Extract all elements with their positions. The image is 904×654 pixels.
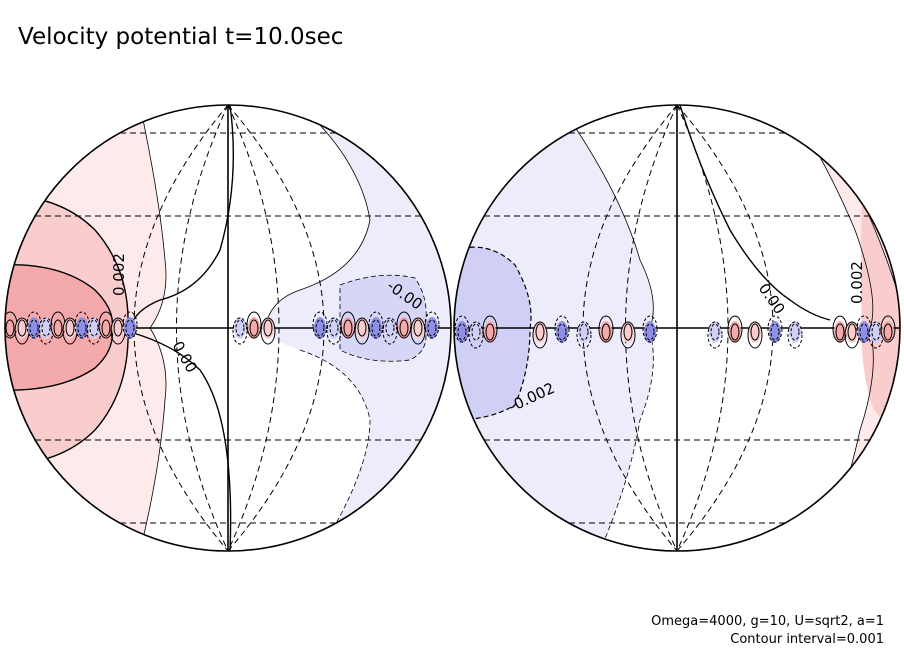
equatorial-eddy-contour xyxy=(598,315,614,343)
equatorial-eddy-contour xyxy=(246,311,262,339)
chart-title: Velocity potential t=10.0sec xyxy=(18,24,344,50)
equatorial-eddy-contour xyxy=(457,323,467,341)
equatorial-eddy-contour xyxy=(53,319,63,337)
equatorial-eddy-contour xyxy=(727,315,743,343)
equatorial-eddy-contour xyxy=(427,319,437,337)
equatorial-eddy-contour xyxy=(41,319,51,337)
equatorial-eddy-contour xyxy=(576,321,592,349)
equatorial-eddy-contour xyxy=(249,319,259,337)
equatorial-eddy-contour xyxy=(413,319,423,337)
equatorial-eddy-contour xyxy=(767,315,783,343)
equatorial-eddy-contour xyxy=(730,323,740,341)
equatorial-eddy-contour xyxy=(642,315,658,343)
equatorial-eddy-contour xyxy=(371,319,381,337)
equatorial-eddy-contour xyxy=(89,319,99,337)
contour-interval: Contour interval=0.001 xyxy=(730,632,884,647)
equatorial-eddy-contour xyxy=(535,323,545,341)
equatorial-eddy-contour xyxy=(329,319,339,337)
equatorial-eddy-contour xyxy=(750,323,760,341)
equatorial-eddy-contour xyxy=(557,323,567,341)
equatorial-eddy-contour xyxy=(17,319,27,337)
equatorial-eddy-contour xyxy=(122,311,138,339)
equatorial-eddy-contour xyxy=(859,323,869,341)
equatorial-eddy-contour xyxy=(312,311,328,339)
equatorial-eddy-contour xyxy=(232,317,248,345)
equatorial-eddy-contour xyxy=(235,319,245,337)
right-equatorial-band xyxy=(454,315,900,349)
left-equatorial-band xyxy=(5,311,451,345)
equatorial-eddy-contour xyxy=(880,315,896,343)
equatorial-eddy-contour xyxy=(65,319,75,337)
equatorial-eddy-contour xyxy=(883,323,893,341)
left-contour-label-0.00: 0.00 xyxy=(169,338,201,376)
equatorial-eddy-contour xyxy=(260,317,276,345)
equatorial-eddy-contour xyxy=(396,311,412,339)
left-hemisphere: 0.002 0.00 -0.00 xyxy=(5,105,451,551)
equatorial-eddy-contour xyxy=(485,323,495,341)
equatorial-eddy-contour xyxy=(77,319,87,337)
equatorial-eddy-contour xyxy=(471,323,481,341)
equatorial-eddy-contour xyxy=(871,323,881,341)
equatorial-eddy-contour xyxy=(410,317,426,345)
equatorial-eddy-contour xyxy=(125,319,135,337)
equatorial-eddy-contour xyxy=(101,319,111,337)
equatorial-eddy-contour xyxy=(710,323,720,341)
equatorial-eddy-contour xyxy=(385,319,395,337)
equatorial-eddy-contour xyxy=(532,321,548,349)
equatorial-eddy-contour xyxy=(747,321,763,349)
equatorial-eddy-contour xyxy=(263,319,273,337)
equatorial-eddy-contour xyxy=(382,317,398,345)
equatorial-eddy-contour xyxy=(340,311,356,339)
equatorial-eddy-contour xyxy=(579,323,589,341)
equatorial-eddy-contour xyxy=(29,319,39,337)
equatorial-eddy-contour xyxy=(368,311,384,339)
right-hemisphere-outline xyxy=(453,104,901,552)
left-contour-label-0.002: 0.002 xyxy=(110,253,128,296)
equatorial-eddy-contour xyxy=(343,319,353,337)
right-positive-mid-region xyxy=(861,200,900,423)
right-contour-label-0.002: 0.002 xyxy=(848,261,866,304)
equatorial-eddy-contour xyxy=(315,319,325,337)
equatorial-eddy-contour xyxy=(354,317,370,345)
equatorial-eddy-contour xyxy=(454,315,470,343)
equatorial-eddy-contour xyxy=(645,323,655,341)
equatorial-eddy-contour xyxy=(326,317,342,345)
left-negative-mid-region xyxy=(340,275,427,362)
equatorial-eddy-contour xyxy=(468,321,484,349)
left-hemisphere-outline xyxy=(4,104,452,552)
equatorial-eddy-contour xyxy=(707,321,723,349)
equatorial-eddy-contour xyxy=(620,321,636,349)
equatorial-eddy-contour xyxy=(554,315,570,343)
equatorial-eddy-contour xyxy=(601,323,611,341)
equatorial-eddy-contour xyxy=(770,323,780,341)
equatorial-eddy-contour xyxy=(482,315,498,343)
equatorial-eddy-contour xyxy=(787,321,803,349)
equatorial-eddy-contour xyxy=(357,319,367,337)
equatorial-eddy-contour xyxy=(399,319,409,337)
equatorial-eddy-contour xyxy=(5,319,15,337)
equatorial-eddy-contour xyxy=(113,319,123,337)
right-contour-label-0.00: 0.00 xyxy=(755,280,789,318)
equatorial-eddy-contour xyxy=(623,323,633,341)
equatorial-eddy-contour xyxy=(790,323,800,341)
model-parameters: Omega=4000, g=10, U=sqrt2, a=1 xyxy=(651,614,884,629)
equatorial-eddy-contour xyxy=(424,311,440,339)
equatorial-eddy-contour xyxy=(847,323,857,341)
equatorial-eddy-contour xyxy=(835,323,845,341)
